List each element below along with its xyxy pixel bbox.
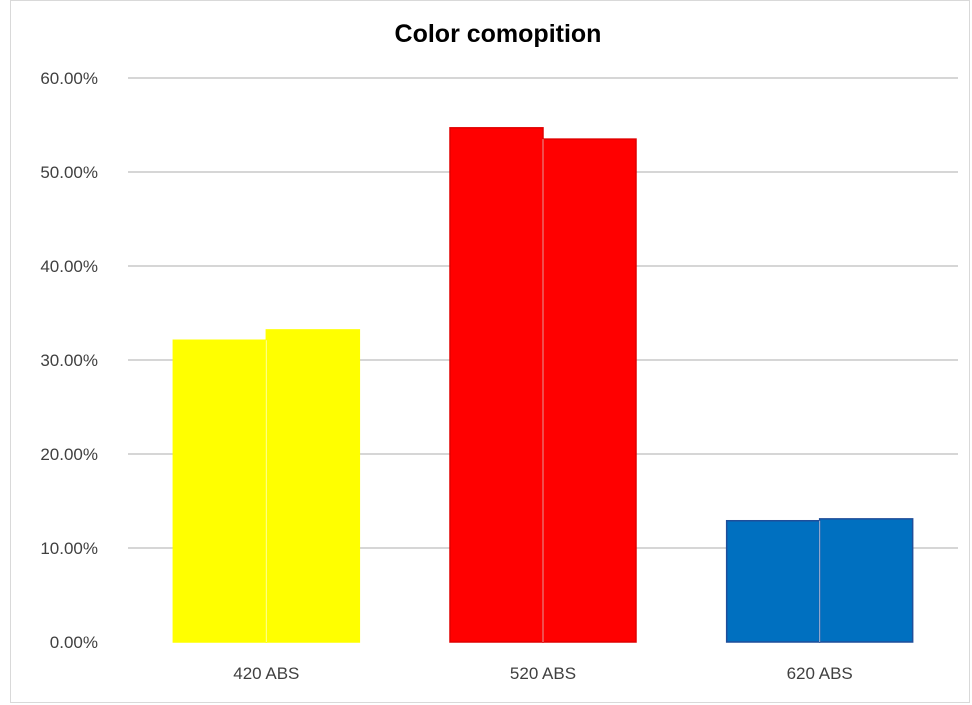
bar (542, 138, 637, 643)
x-category-label: 420 ABS (233, 664, 299, 683)
bar (818, 518, 914, 643)
chart-title: Color comopition (395, 20, 602, 48)
bars (172, 127, 914, 643)
y-tick-label: 40.00% (40, 257, 98, 276)
y-tick-label: 0.00% (50, 633, 98, 652)
y-tick-label: 10.00% (40, 539, 98, 558)
x-category-label: 620 ABS (787, 664, 853, 683)
y-tick-label: 30.00% (40, 351, 98, 370)
bar (449, 127, 544, 643)
bar (725, 519, 821, 643)
x-category-label: 520 ABS (510, 664, 576, 683)
bar (172, 339, 268, 643)
y-axis-ticks: 0.00% 10.00% 20.00% 30.00% 40.00% 50.00% 60.00… (40, 69, 98, 652)
y-tick-label: 50.00% (40, 163, 98, 182)
y-tick-label: 60.00% (40, 69, 98, 88)
y-tick-label: 20.00% (40, 445, 98, 464)
x-axis-categories: 420 ABS 520 ABS 620 ABS (233, 664, 853, 683)
bar (265, 329, 361, 643)
